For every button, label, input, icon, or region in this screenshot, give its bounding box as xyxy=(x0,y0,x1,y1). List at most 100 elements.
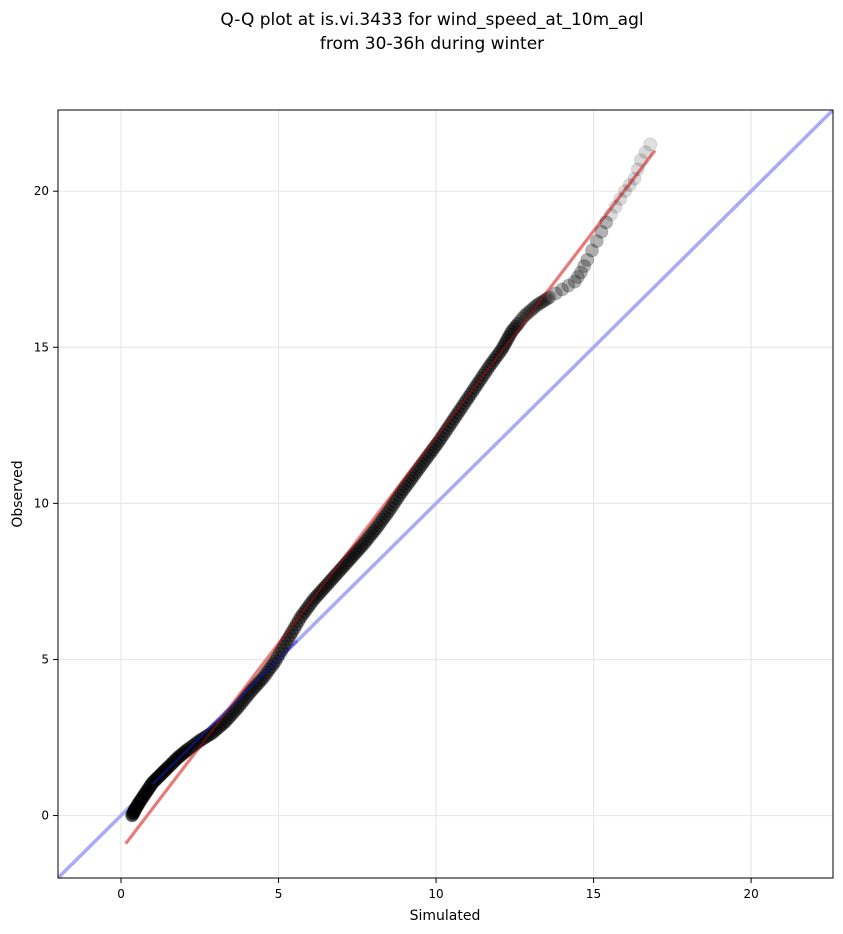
qq-point xyxy=(453,402,468,417)
qq-point xyxy=(196,731,211,746)
qq-point xyxy=(153,767,168,782)
fit-line xyxy=(124,149,657,845)
qq-point xyxy=(419,451,434,466)
qq-point xyxy=(266,656,281,671)
qq-point xyxy=(594,224,609,239)
qq-point xyxy=(316,581,331,596)
qq-point xyxy=(308,590,323,605)
qq-point xyxy=(165,755,180,770)
qq-point xyxy=(573,265,588,280)
qq-point xyxy=(215,716,230,731)
qq-point xyxy=(470,377,485,392)
qq-point xyxy=(127,804,142,819)
qq-point xyxy=(504,324,519,339)
plot-area xyxy=(58,110,833,878)
qq-point xyxy=(630,162,645,177)
qq-point xyxy=(297,604,312,619)
x-tick-label: 20 xyxy=(743,887,758,901)
qq-point xyxy=(226,705,241,720)
qq-point xyxy=(131,797,146,812)
qq-point xyxy=(622,177,637,192)
qq-point xyxy=(293,610,308,625)
qq-point xyxy=(126,805,141,820)
qq-point xyxy=(542,290,557,305)
qq-point xyxy=(325,572,340,587)
qq-point xyxy=(461,390,476,405)
qq-point xyxy=(467,380,482,395)
qq-point xyxy=(523,303,538,318)
qq-point xyxy=(436,427,451,442)
qq-point xyxy=(141,782,156,797)
qq-point xyxy=(257,668,272,683)
qq-point xyxy=(203,727,218,742)
qq-point xyxy=(434,430,449,445)
y-tick-label: 20 xyxy=(34,184,49,198)
qq-point xyxy=(274,643,289,658)
qq-point xyxy=(529,298,544,313)
qq-point xyxy=(369,521,384,536)
qq-point xyxy=(164,757,179,772)
fit-line-overlay xyxy=(124,149,656,845)
qq-point xyxy=(272,646,287,661)
qq-point xyxy=(618,184,633,199)
qq-point xyxy=(381,504,396,519)
qq-point xyxy=(577,259,592,274)
qq-point xyxy=(519,307,534,322)
qq-point xyxy=(211,720,226,735)
qq-point xyxy=(209,722,224,737)
qq-point xyxy=(304,596,319,611)
qq-point xyxy=(406,468,421,483)
qq-point xyxy=(236,693,251,708)
qq-point xyxy=(521,305,536,320)
qq-point xyxy=(170,750,185,765)
qq-point xyxy=(331,565,346,580)
qq-point xyxy=(643,137,658,152)
qq-point xyxy=(354,539,369,554)
chart-title-line1: Q-Q plot at is.vi.3433 for wind_speed_at… xyxy=(220,10,643,30)
qq-point xyxy=(491,347,506,362)
qq-point xyxy=(508,319,523,334)
qq-point xyxy=(310,588,325,603)
qq-point xyxy=(459,393,474,408)
qq-point xyxy=(633,152,648,167)
qq-point xyxy=(245,682,260,697)
qq-point xyxy=(186,738,201,753)
qq-point xyxy=(584,243,599,258)
qq-point xyxy=(175,746,190,761)
qq-point xyxy=(499,333,514,348)
qq-point xyxy=(638,145,653,160)
qq-point xyxy=(360,531,375,546)
qq-point xyxy=(567,274,582,289)
qq-point xyxy=(341,553,356,568)
qq-point xyxy=(172,749,187,764)
y-tick-label: 0 xyxy=(41,809,49,823)
qq-point xyxy=(484,356,499,371)
qq-point xyxy=(299,601,314,616)
qq-point xyxy=(150,770,165,785)
qq-point xyxy=(367,523,382,538)
qq-point xyxy=(589,234,604,249)
qq-point xyxy=(540,291,555,306)
qq-point xyxy=(329,567,344,582)
qq-point xyxy=(333,562,348,577)
qq-point xyxy=(478,365,493,380)
qq-point xyxy=(515,311,530,326)
x-tick-label: 5 xyxy=(275,887,283,901)
plot-frame xyxy=(57,109,834,879)
qq-point xyxy=(182,741,197,756)
qq-point xyxy=(285,624,300,639)
qq-point xyxy=(580,252,595,267)
qq-point xyxy=(234,695,249,710)
qq-point xyxy=(149,771,164,786)
y-axis-label: Observed xyxy=(10,460,26,527)
qq-point xyxy=(232,698,247,713)
qq-point xyxy=(213,718,228,733)
qq-point xyxy=(457,396,472,411)
qq-point xyxy=(143,778,158,793)
qq-point xyxy=(506,322,521,337)
qq-point xyxy=(125,808,140,823)
x-tick-label: 10 xyxy=(428,887,443,901)
qq-point xyxy=(451,405,466,420)
qq-point xyxy=(126,806,141,821)
qq-point xyxy=(396,482,411,497)
